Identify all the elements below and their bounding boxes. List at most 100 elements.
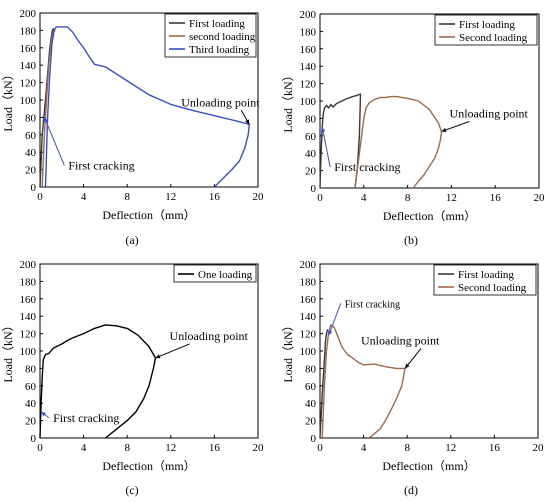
annotation-arrow	[441, 120, 470, 132]
annotation-arrowhead	[320, 127, 326, 132]
annotation-label: Unloading point	[361, 333, 440, 347]
y-tick-label: 100	[300, 96, 317, 108]
x-tick-label: 0	[37, 442, 43, 454]
series-line-2	[354, 95, 443, 189]
x-axis-label: Deflection（mm）	[102, 208, 195, 222]
y-tick-label: 60	[25, 130, 37, 142]
legend-label: Second loading	[458, 282, 527, 294]
y-tick-label: 100	[20, 95, 37, 107]
x-tick-label: 8	[404, 442, 410, 454]
annotation-arrowhead	[41, 411, 46, 417]
chart-panel-2: 0 20 40 60 80 100 120 140 160 180 200 0 4 8 12 16 20 Defl…	[281, 9, 545, 247]
y-tick-label: 140	[300, 61, 317, 73]
y-tick-label: 40	[305, 398, 317, 410]
annotation-arrowhead	[44, 117, 49, 123]
x-axis-label: Deflection（mm）	[382, 459, 475, 473]
legend-box	[173, 264, 257, 283]
series-line-1	[319, 329, 329, 439]
x-axis-label: Deflection（mm）	[102, 459, 195, 473]
y-tick-label: 140	[300, 311, 317, 323]
legend-box	[434, 14, 538, 46]
x-tick-label: 12	[445, 442, 456, 454]
annotation-arrowhead	[155, 354, 161, 359]
x-tick-label: 4	[361, 192, 367, 204]
x-tick-label: 8	[124, 442, 130, 454]
series-line-1	[39, 28, 55, 188]
legend-box	[433, 264, 537, 296]
x-tick-label: 12	[446, 192, 457, 204]
x-tick-label: 12	[165, 442, 176, 454]
series-line-2	[41, 29, 56, 188]
legend-label: First loading	[189, 18, 245, 30]
annotation-arrowhead	[328, 330, 333, 336]
y-tick-label: 80	[305, 113, 317, 125]
annotation-label: First cracking	[53, 411, 119, 425]
legend-label: Second loading	[459, 32, 528, 44]
y-tick-label: 160	[300, 294, 317, 306]
y-tick-label: 20	[305, 166, 317, 178]
y-tick-label: 140	[20, 60, 37, 72]
y-axis-label: Load（kN）	[1, 319, 15, 382]
x-tick-label: 20	[253, 191, 265, 203]
x-axis-label: Deflection（mm）	[383, 209, 476, 223]
x-tick-label: 4	[361, 442, 367, 454]
annotation-label: Unloading point	[450, 106, 529, 120]
y-tick-label: 60	[305, 381, 317, 393]
y-axis-label: Load（kN）	[281, 319, 295, 382]
legend-label: Third loading	[189, 44, 250, 56]
y-tick-label: 20	[25, 416, 37, 428]
series-line-2	[321, 324, 406, 439]
annotation-arrowhead	[441, 127, 447, 132]
x-tick-label: 4	[81, 191, 87, 203]
panel-caption: (a)	[125, 233, 138, 247]
series-line-1	[319, 93, 362, 189]
x-tick-label: 4	[81, 442, 87, 454]
y-tick-label: 80	[25, 112, 37, 124]
y-tick-label: 40	[25, 398, 37, 410]
y-tick-label: 20	[25, 165, 37, 177]
y-tick-label: 180	[300, 276, 317, 288]
y-tick-label: 180	[20, 25, 37, 37]
x-tick-label: 20	[253, 442, 265, 454]
y-tick-label: 140	[20, 311, 37, 323]
annotation-arrow	[43, 117, 65, 166]
y-tick-label: 40	[25, 147, 37, 159]
y-tick-label: 0	[31, 433, 37, 445]
y-tick-label: 200	[300, 9, 317, 21]
x-tick-label: 16	[209, 442, 221, 454]
y-tick-label: 120	[300, 79, 317, 91]
y-tick-label: 200	[20, 8, 37, 20]
x-tick-label: 0	[317, 442, 323, 454]
x-tick-label: 16	[209, 191, 221, 203]
annotation-arrow	[328, 303, 342, 336]
legend-label: second loading	[189, 31, 256, 43]
panel-caption: (d)	[404, 483, 418, 497]
y-tick-label: 100	[300, 346, 317, 358]
x-tick-label: 16	[490, 192, 502, 204]
panel-caption: (c)	[125, 483, 138, 497]
y-tick-label: 180	[300, 26, 317, 38]
y-tick-label: 80	[25, 363, 37, 375]
annotation-label: First cracking	[68, 158, 134, 172]
series-line-3	[44, 26, 251, 188]
y-tick-label: 200	[20, 259, 37, 271]
y-tick-label: 200	[300, 259, 317, 271]
y-tick-label: 0	[311, 433, 317, 445]
legend: One loading	[173, 264, 257, 283]
annotation-label: First cracking	[334, 160, 400, 174]
y-tick-label: 0	[311, 183, 317, 195]
annotation-arrowhead	[405, 363, 410, 369]
chart-panel-4: 0 20 40 60 80 100 120 140 160 180 200 0 4 8 12 16 20 Defl…	[281, 259, 544, 497]
annotation-arrow	[321, 127, 331, 168]
y-tick-label: 40	[305, 148, 317, 160]
x-tick-label: 8	[405, 192, 411, 204]
legend-label: One loading	[198, 269, 253, 281]
y-axis-label: Load（kN）	[1, 68, 15, 131]
y-tick-label: 80	[305, 363, 317, 375]
y-tick-label: 160	[300, 44, 317, 56]
x-tick-label: 0	[317, 192, 323, 204]
